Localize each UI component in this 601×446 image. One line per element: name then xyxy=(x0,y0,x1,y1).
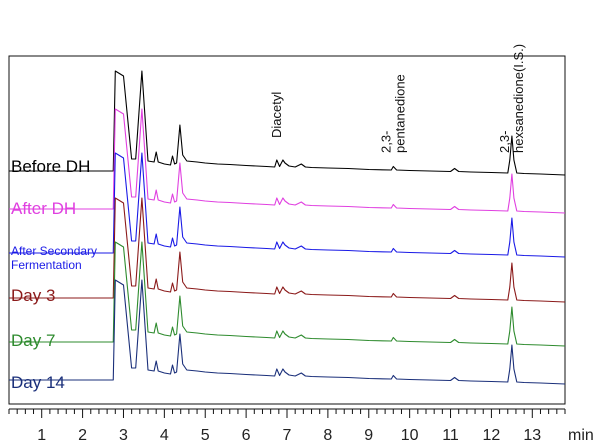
peak-annotation-3-line-2: hexsanedione(I.S.) xyxy=(511,44,526,153)
x-tick-label: 12 xyxy=(483,427,501,444)
x-tick-label: 4 xyxy=(160,427,169,444)
x-tick-label: 6 xyxy=(242,427,251,444)
series-label-4: Day 3 xyxy=(11,286,55,305)
peak-annotation-2-line-1: 2,3- xyxy=(378,131,393,153)
series-label-6: Day 14 xyxy=(11,373,65,392)
x-tick-label: 5 xyxy=(201,427,210,444)
series-label-3: After Secondary Fermentation xyxy=(11,244,97,272)
x-tick-label: 11 xyxy=(442,427,459,444)
series-label-5: Day 7 xyxy=(11,331,55,350)
x-axis-ticks xyxy=(8,409,566,418)
series-line-1 xyxy=(9,70,566,176)
series-group xyxy=(9,70,566,385)
series-line-2 xyxy=(9,108,566,214)
x-tick-label: 2 xyxy=(78,427,87,444)
peak-annotation-2-line-2: pentanedione xyxy=(392,74,407,153)
plot-frame xyxy=(8,55,566,405)
x-tick-label: 7 xyxy=(283,427,292,444)
x-axis-tick-labels: 1 2 3 4 5 6 7 8 9 10 11 12 13 xyxy=(37,427,541,444)
peak-annotation-1-line-1: Diacetyl xyxy=(269,92,284,138)
x-tick-label: 10 xyxy=(401,427,419,444)
series-line-3 xyxy=(9,152,566,258)
x-tick-label: 13 xyxy=(523,427,541,444)
x-axis-unit: min xyxy=(568,427,594,444)
series-label-2: After DH xyxy=(11,199,76,218)
x-tick-label: 9 xyxy=(364,427,373,444)
series-line-4 xyxy=(9,197,566,303)
series-label-1: Before DH xyxy=(11,157,90,176)
series-line-6 xyxy=(9,279,566,385)
peak-annotation-3-line-1: 2,3- xyxy=(497,131,512,153)
x-tick-label: 8 xyxy=(323,427,332,444)
x-tick-label: 3 xyxy=(119,427,128,444)
x-tick-label: 1 xyxy=(37,427,46,444)
series-labels: Before DH After DH After Secondary Fermenta… xyxy=(11,157,97,392)
series-line-5 xyxy=(9,241,566,347)
